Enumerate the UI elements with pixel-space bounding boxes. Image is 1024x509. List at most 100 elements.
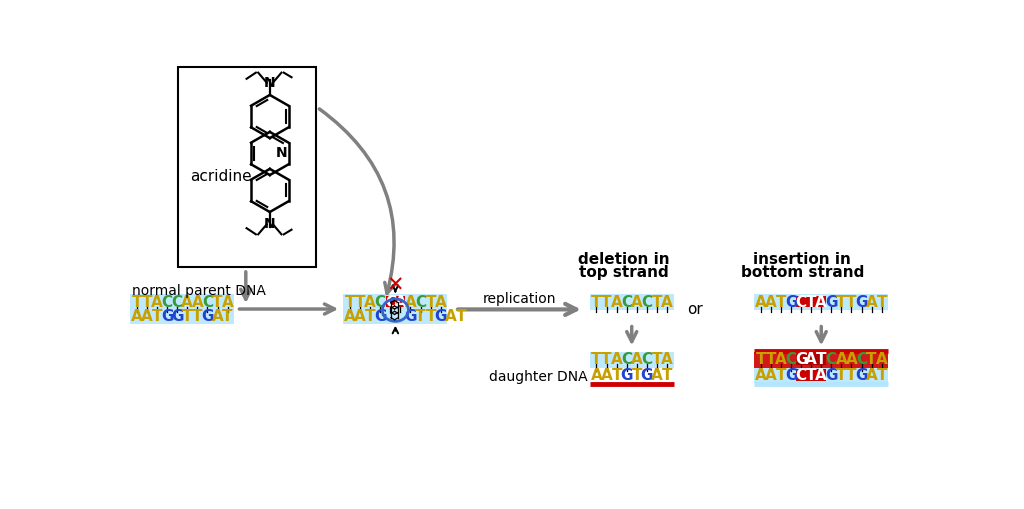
- FancyBboxPatch shape: [343, 294, 447, 324]
- FancyBboxPatch shape: [590, 352, 674, 367]
- Text: A: A: [865, 295, 878, 309]
- Text: daughter DNA: daughter DNA: [488, 370, 588, 384]
- Text: N: N: [264, 217, 275, 231]
- Text: T: T: [611, 367, 622, 383]
- Text: A: A: [191, 295, 203, 309]
- FancyBboxPatch shape: [816, 354, 826, 365]
- Text: T: T: [866, 352, 877, 367]
- Text: A: A: [662, 295, 673, 309]
- Text: G: G: [795, 352, 807, 367]
- Text: A: A: [404, 295, 417, 309]
- Text: A: A: [765, 295, 777, 309]
- Text: A: A: [344, 309, 356, 324]
- FancyBboxPatch shape: [178, 67, 315, 267]
- Text: T: T: [776, 367, 786, 383]
- Text: A: A: [651, 367, 663, 383]
- Text: A: A: [610, 352, 623, 367]
- Text: A: A: [601, 367, 612, 383]
- Text: A: A: [662, 352, 673, 367]
- FancyBboxPatch shape: [395, 296, 406, 307]
- FancyBboxPatch shape: [797, 354, 806, 365]
- Text: top strand: top strand: [580, 265, 669, 279]
- FancyBboxPatch shape: [385, 296, 395, 307]
- Text: A: A: [755, 295, 767, 309]
- Text: T: T: [877, 367, 887, 383]
- Text: A: A: [212, 309, 223, 324]
- Text: T: T: [152, 309, 163, 324]
- Text: C: C: [162, 295, 173, 309]
- Text: C: C: [796, 367, 807, 383]
- FancyBboxPatch shape: [755, 367, 888, 383]
- Text: G: G: [621, 367, 633, 383]
- FancyBboxPatch shape: [806, 296, 816, 307]
- Text: T: T: [846, 295, 857, 309]
- Text: C: C: [622, 352, 632, 367]
- Text: A: A: [591, 367, 602, 383]
- Text: A: A: [365, 295, 376, 309]
- Text: C: C: [385, 295, 396, 309]
- Text: G: G: [161, 309, 173, 324]
- Text: A: A: [354, 309, 366, 324]
- Text: A: A: [755, 367, 767, 383]
- Text: A: A: [141, 309, 153, 324]
- Text: T: T: [837, 295, 847, 309]
- Text: T: T: [365, 309, 376, 324]
- Text: A: A: [631, 295, 643, 309]
- Text: A: A: [775, 352, 786, 367]
- Text: T: T: [591, 352, 602, 367]
- Text: normal parent DNA: normal parent DNA: [132, 284, 266, 298]
- Text: C: C: [375, 295, 386, 309]
- Text: T: T: [222, 309, 232, 324]
- Text: T: T: [345, 295, 355, 309]
- Text: T: T: [756, 352, 766, 367]
- Text: A: A: [865, 367, 878, 383]
- Text: G: G: [641, 367, 653, 383]
- Text: T: T: [141, 295, 153, 309]
- FancyBboxPatch shape: [806, 354, 816, 365]
- Text: C: C: [202, 295, 213, 309]
- Text: G: G: [784, 367, 798, 383]
- Text: T: T: [212, 295, 223, 309]
- Text: T: T: [132, 295, 142, 309]
- Text: A: A: [394, 295, 407, 309]
- Text: N: N: [275, 147, 288, 160]
- Text: G: G: [171, 309, 183, 324]
- Text: insertion in: insertion in: [754, 252, 851, 267]
- Text: T: T: [806, 295, 816, 309]
- FancyBboxPatch shape: [806, 369, 816, 381]
- Text: bottom strand: bottom strand: [740, 265, 864, 279]
- Text: G: G: [855, 367, 867, 383]
- Text: A: A: [815, 367, 827, 383]
- Text: G: G: [784, 295, 798, 309]
- Text: G: G: [404, 309, 417, 324]
- Text: C: C: [796, 295, 807, 309]
- Text: A: A: [152, 295, 163, 309]
- Text: T: T: [591, 295, 602, 309]
- Text: T: T: [601, 352, 611, 367]
- Text: T: T: [651, 295, 663, 309]
- Text: T: T: [632, 367, 642, 383]
- FancyBboxPatch shape: [816, 369, 826, 381]
- Text: acridine: acridine: [190, 169, 252, 184]
- Text: A: A: [815, 295, 827, 309]
- Text: T: T: [416, 309, 426, 324]
- FancyBboxPatch shape: [797, 369, 806, 381]
- Text: A: A: [631, 352, 643, 367]
- Text: T: T: [766, 352, 776, 367]
- Text: G: G: [201, 309, 214, 324]
- FancyBboxPatch shape: [130, 294, 234, 324]
- Text: N: N: [264, 76, 275, 90]
- Text: C: C: [415, 295, 426, 309]
- FancyBboxPatch shape: [755, 352, 888, 367]
- Text: deletion in: deletion in: [579, 252, 670, 267]
- Text: G: G: [855, 295, 867, 309]
- Text: C: C: [856, 352, 867, 367]
- Text: T: T: [355, 295, 366, 309]
- Text: T: T: [456, 309, 466, 324]
- Text: ✕: ✕: [387, 275, 404, 295]
- Text: replication: replication: [482, 292, 556, 306]
- Text: A: A: [444, 309, 457, 324]
- Text: G: G: [434, 309, 446, 324]
- Text: C: C: [622, 295, 632, 309]
- Text: C: C: [172, 295, 182, 309]
